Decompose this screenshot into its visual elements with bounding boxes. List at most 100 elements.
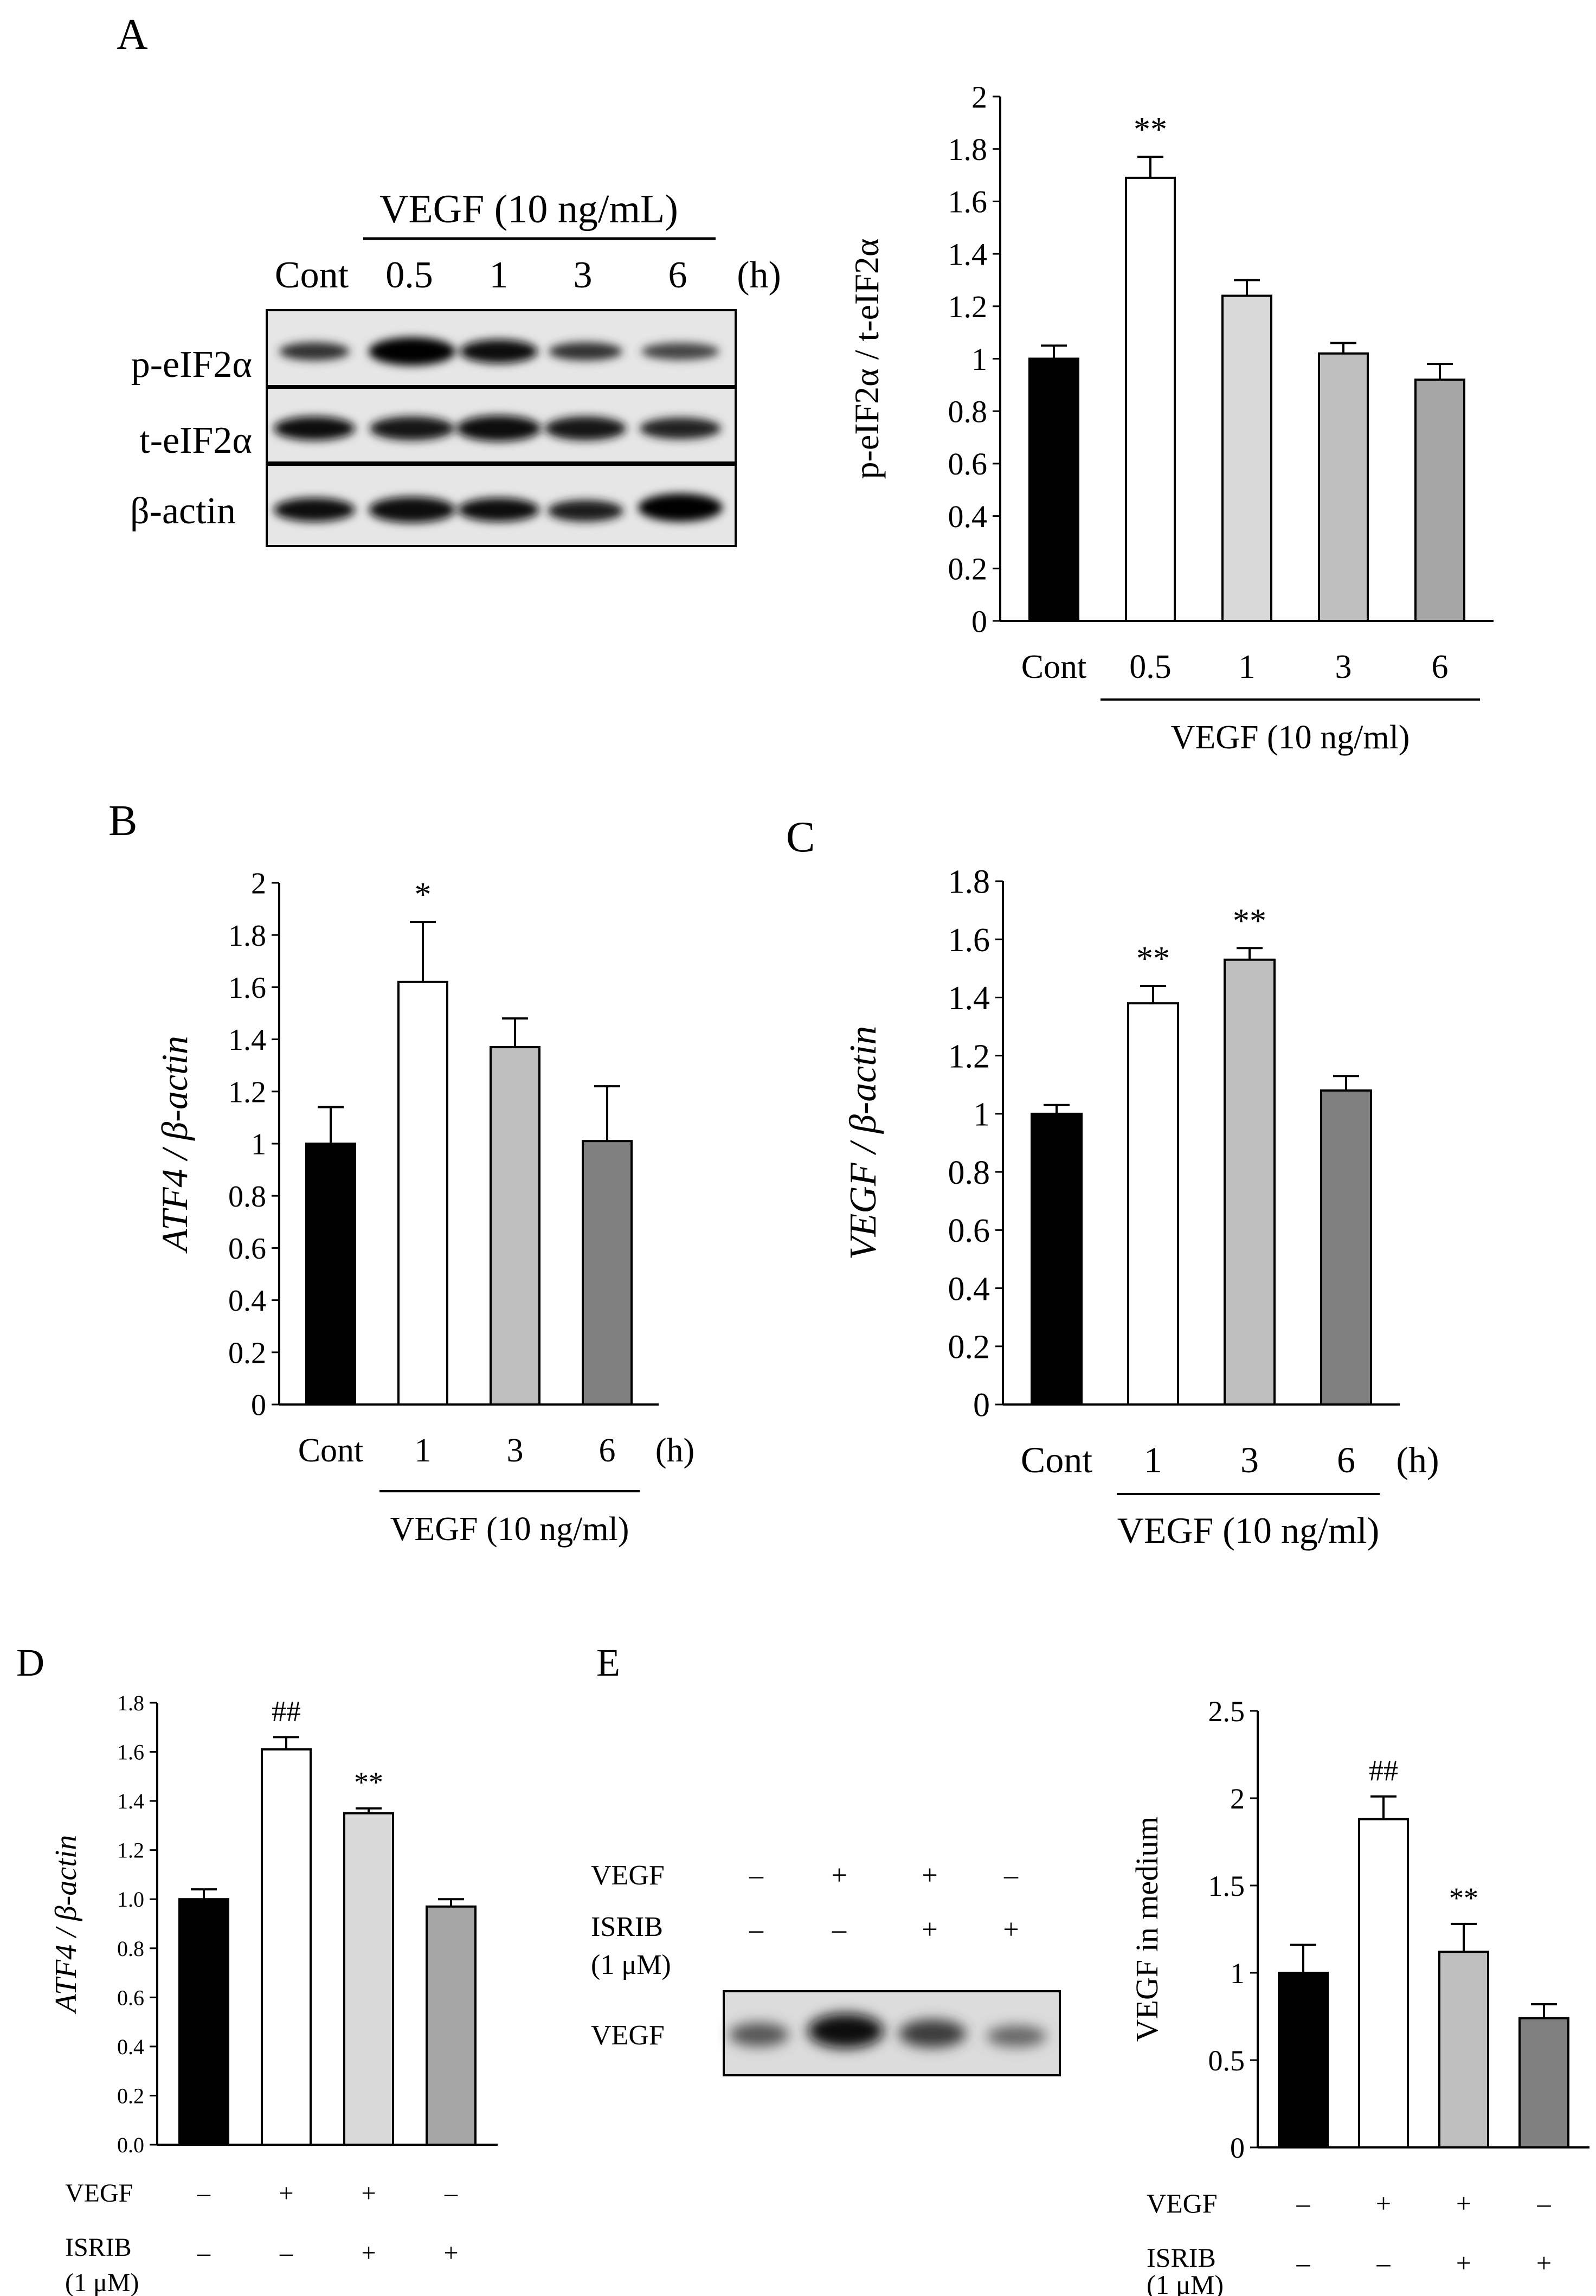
band [641,343,719,360]
chart-E: 0 0.5 1 1.5 2 2.5 VEGF in medium ## ** VEGF ISRIB(… [1129,1695,1589,2296]
y-tick-label: 1.4 [948,980,990,1017]
isrib-sign: + [1536,2248,1552,2278]
blot-A-lane-0: Cont [275,254,349,296]
y-tick-label: 2.5 [1208,1695,1245,1728]
western-blot-A: VEGF (10 ng/mL) Cont 0.5 1 3 6 (h) p-eIF… [130,187,781,547]
band [456,415,541,441]
bar [490,1046,540,1406]
significance-label: * [415,876,432,913]
y-tick-label: 0.5 [1208,2044,1245,2077]
y-tick-label: 1 [973,1096,990,1133]
y-tick-label: 1.2 [948,289,988,324]
x-tick-label: 1 [1239,649,1256,685]
y-tick-label: 1.8 [948,864,990,901]
blot-A-lane-2: 1 [490,254,509,296]
blot-E-isrib-dose: (1 μM) [591,1949,671,1980]
isrib-sign: – [279,2239,293,2267]
blot-E-vegf-sign-3: – [1003,1860,1019,1891]
vegf-sign: + [279,2179,293,2208]
panel-label-A: A [117,11,148,59]
blot-E-vegf-sign-2: + [922,1860,937,1891]
bar [178,1898,229,2146]
y-tick-label: 1 [971,342,987,377]
y-tick-label: 0.8 [948,1155,990,1191]
bar [582,1140,633,1406]
group-label: VEGF (10 ng/ml) [1117,1510,1380,1551]
vegf-sign: – [197,2179,211,2208]
blot-A-lane-1: 0.5 [385,254,433,296]
isrib-sign: + [1456,2248,1471,2278]
y-tick-label: 1.4 [948,236,988,272]
band [987,2025,1046,2047]
y-axis-label: p-eIF2α / t-eIF2α [847,239,886,479]
charts: 0 0.2 0.4 0.6 0.8 1 1.2 1.4 1.6 1.8 2 p-eIF2α / t-e… [49,79,1589,2296]
y-axis-label: ATF4 / β-actin [154,1036,195,1254]
group-label: VEGF (10 ng/ml) [390,1511,629,1548]
blot-E-isrib-sign-0: – [749,1914,764,1945]
bar [1031,1112,1083,1406]
blot-E-isrib-sign-3: + [1003,1914,1019,1945]
significance-label: ## [272,1695,301,1727]
vegf-sign: + [1456,2188,1471,2218]
y-tick-label: 0.2 [948,551,988,587]
blot-E-vegf-sign-1: + [831,1860,847,1891]
x-tick-label: 0.5 [1129,649,1172,685]
x-tick-label: 6 [1432,649,1449,685]
y-tick-label: 1 [251,1128,266,1162]
band [808,2013,884,2048]
band [638,493,723,522]
significance-label: ** [354,1766,383,1799]
y-tick-label: 0.2 [948,1329,990,1365]
x-unit-label: (h) [1396,1439,1439,1480]
bar [1028,357,1079,622]
significance-label: ** [1136,940,1170,977]
western-blot-E: VEGF – + + – ISRIB (1 μM) – – + + VEGF [591,1860,1061,2076]
y-tick-label: 2 [1230,1782,1245,1815]
band [549,342,622,361]
y-tick-label: 1.2 [948,1038,990,1075]
y-tick-label: 0.0 [117,2133,144,2157]
x-tick-label: 6 [599,1432,616,1469]
y-tick-label: 1.5 [1208,1870,1245,1902]
band [279,342,350,361]
significance-label: ## [1369,1754,1398,1787]
y-tick-label: 0.2 [228,1336,266,1370]
band [545,416,626,440]
y-tick-label: 1.8 [228,919,266,953]
y-tick-label: 1.6 [117,1740,144,1765]
y-tick-label: 0 [971,604,987,639]
bar [426,1905,477,2146]
band [458,498,539,522]
y-tick-label: 0.8 [117,1936,144,1961]
y-tick-label: 1.2 [117,1838,144,1863]
band [369,497,455,523]
bar [1438,1951,1489,2149]
y-tick-label: 1.2 [228,1075,266,1109]
band [370,416,454,440]
isrib-dose-label: (1 μM) [65,2268,139,2296]
band [729,2023,789,2047]
isrib-sign: + [443,2239,458,2267]
y-tick-label: 0.4 [948,499,988,534]
panel-label-D: D [16,1641,44,1684]
y-tick-label: 0.6 [948,1213,990,1249]
band [899,2019,966,2048]
y-tick-label: 0.8 [228,1180,266,1214]
group-label: VEGF (10 ng/ml) [1171,719,1410,756]
band [640,418,721,439]
band [274,498,355,522]
y-tick-label: 1.6 [948,922,990,959]
bar [343,1812,394,2146]
bar [1318,352,1369,623]
isrib-row-label: ISRIB [1147,2242,1216,2273]
chart-B: 0 0.2 0.4 0.6 0.8 1 1.2 1.4 1.6 1.8 2 ATF4 / β-acti… [154,867,694,1548]
x-tick-label: Cont [1021,649,1087,685]
vegf-sign: – [444,2179,458,2208]
chart-D: 0.0 0.2 0.4 0.6 0.8 1.0 1.2 1.4 1.6 1.8 ATF4 / β-a… [49,1691,498,2296]
isrib-sign: – [1376,2248,1391,2278]
isrib-sign: + [361,2239,376,2267]
y-tick-label: 1.4 [228,1023,266,1057]
blot-A-lane-3: 3 [574,254,593,296]
chart-A: 0 0.2 0.4 0.6 0.8 1 1.2 1.4 1.6 1.8 2 p-eIF2α / t-e… [847,79,1494,756]
